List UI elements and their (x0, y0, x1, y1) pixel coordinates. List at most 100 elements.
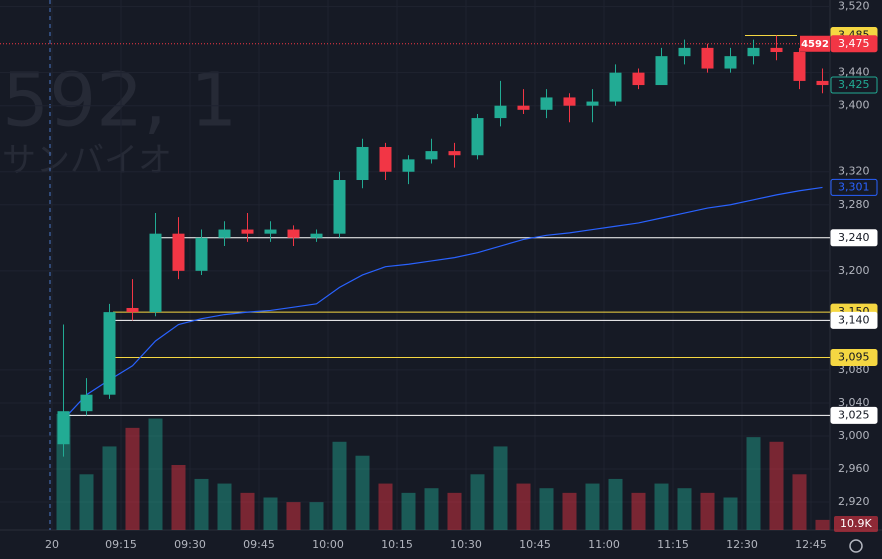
candle-body (632, 72, 645, 86)
x-tick-label: 09:45 (243, 538, 275, 551)
volume-bar (585, 483, 600, 530)
volume-bar (148, 418, 163, 530)
level-tag-bg (830, 349, 878, 367)
vwap-tag-bg (830, 178, 878, 196)
y-tick-label: 3,200 (838, 264, 870, 277)
x-tick-label: 11:00 (588, 538, 620, 551)
volume-bar (700, 492, 715, 530)
candle-body (241, 229, 254, 234)
symbol-tag-bg (800, 35, 830, 52)
volume-bar (79, 474, 94, 530)
candle-body (494, 105, 507, 119)
volume-bar (608, 478, 623, 530)
vwap-tag: 3,301 (838, 180, 870, 193)
y-tick-label: 3,400 (838, 99, 870, 112)
x-tick-label: 09:15 (105, 538, 137, 551)
candle-body (540, 97, 553, 110)
volume-bar (562, 492, 577, 530)
candle-body (402, 159, 415, 172)
volume-bar (171, 465, 186, 530)
volume-bar (424, 488, 439, 530)
candle-body (103, 312, 116, 395)
symbol-tag: 4592 (801, 39, 829, 50)
volume-bar (286, 502, 301, 530)
x-tick-label: 11:15 (657, 538, 689, 551)
volume-bar (723, 497, 738, 530)
candle-body (517, 105, 530, 110)
x-tick-label: 12:30 (726, 538, 758, 551)
candle-body (310, 233, 323, 238)
volume-bar (493, 446, 508, 530)
y-tick-label: 3,520 (838, 0, 870, 13)
candle-body (195, 237, 208, 271)
candle-body (287, 229, 300, 238)
settings-icon[interactable] (849, 539, 863, 553)
last-price-tag: 3,425 (838, 78, 870, 91)
candle-body (586, 101, 599, 106)
volume-bar (378, 483, 393, 530)
volume-bar (516, 483, 531, 530)
grid (0, 0, 830, 530)
candle-body (333, 180, 346, 234)
x-tick-label: 09:30 (174, 538, 206, 551)
level-tag: 3,095 (838, 351, 870, 364)
candle-body (609, 72, 622, 102)
volume-bar (240, 492, 255, 530)
candle-body (770, 47, 783, 53)
level-tag-bg (830, 311, 878, 329)
volume-bar (792, 474, 807, 530)
volume-bar (447, 492, 462, 530)
candle-body (80, 394, 93, 412)
x-tick-label: 12:45 (795, 538, 827, 551)
watermark-name: サンバイオ (2, 141, 172, 181)
y-tick-label: 3,000 (838, 429, 870, 442)
candle-body (655, 56, 668, 86)
volume-bar (125, 427, 140, 530)
volume-bar (631, 492, 646, 530)
volume-tag: 10.9K (840, 517, 872, 530)
volume-bar (654, 483, 669, 530)
volume-bar (102, 446, 117, 530)
x-tick-label: 10:15 (381, 538, 413, 551)
y-tick-label: 3,040 (838, 396, 870, 409)
x-tick-label: 10:30 (450, 538, 482, 551)
candle-body (747, 47, 760, 57)
level-tag-bg (830, 406, 878, 424)
level-tag: 3,140 (838, 313, 870, 326)
volume-bar (263, 497, 278, 530)
candle-body (264, 229, 277, 234)
y-tick-label: 3,280 (838, 198, 870, 211)
candle-body (471, 118, 484, 156)
candle-body (678, 47, 691, 57)
volume-tag-bg (834, 516, 878, 532)
candle-body (724, 56, 737, 69)
candle-body (218, 229, 231, 238)
candle-body (126, 307, 139, 313)
volume-bar (309, 502, 324, 530)
volume-bar (746, 437, 761, 530)
volume-bar (677, 488, 692, 530)
candle-body (425, 151, 438, 160)
y-tick-label: 3,440 (838, 66, 870, 79)
candle-body (356, 146, 369, 181)
price-tag-bg (830, 35, 878, 53)
volume-bar (194, 478, 209, 530)
candle-body (793, 52, 806, 81)
volume-bar (769, 441, 784, 530)
x-tick-label: 20 (45, 538, 59, 551)
volume-bar (470, 474, 485, 530)
watermark-symbol: 592, 1 (2, 58, 237, 144)
y-tick-label: 3,080 (838, 363, 870, 376)
price-tag: 3,475 (838, 37, 870, 50)
y-tick-label: 2,960 (838, 462, 870, 475)
y-tick-label: 2,920 (838, 495, 870, 508)
candle-body (379, 146, 392, 172)
volume-bar (539, 488, 554, 530)
volume-bar (815, 519, 830, 530)
volume-bar (355, 455, 370, 530)
vwap-line (63, 186, 823, 420)
level-tag: 3,240 (838, 231, 870, 244)
